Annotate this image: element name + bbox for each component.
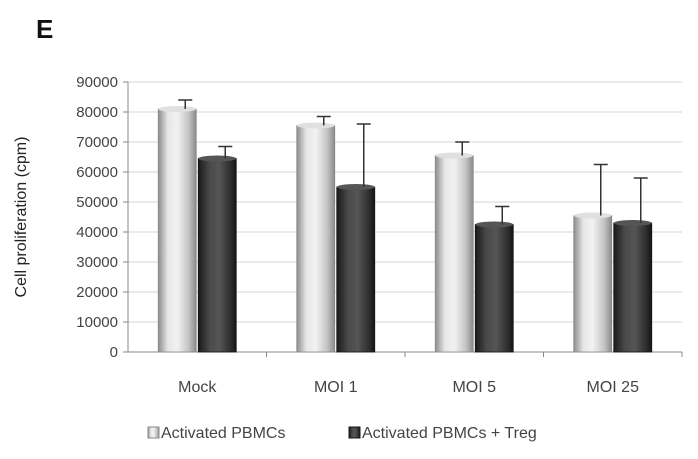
bar xyxy=(157,108,197,353)
x-category-label: MOI 5 xyxy=(452,379,496,396)
panel-label: E xyxy=(36,14,54,44)
bar xyxy=(434,155,474,353)
x-category-label: MOI 25 xyxy=(587,379,640,396)
y-tick-label: 80000 xyxy=(76,104,118,121)
y-tick-label: 70000 xyxy=(76,134,118,151)
y-tick-label: 0 xyxy=(110,344,118,361)
tick-labels: 0 10000 20000 30000 40000 50000 60000 70000 8000… xyxy=(76,74,639,396)
legend-swatch xyxy=(147,426,160,439)
x-category-label: MOI 1 xyxy=(314,379,358,396)
y-tick-label: 40000 xyxy=(76,224,118,241)
y-tick-label: 90000 xyxy=(76,74,118,91)
bar-cap xyxy=(613,220,652,226)
bar xyxy=(296,125,336,353)
bar-cap xyxy=(198,155,237,162)
y-axis-label: Cell proliferation (cpm) xyxy=(13,137,30,298)
bar xyxy=(197,158,237,353)
legend-swatch xyxy=(348,426,361,439)
bar xyxy=(613,222,653,353)
legend: Activated PBMCs Activated PBMCs + Treg xyxy=(147,425,537,442)
bar-cap xyxy=(573,212,612,219)
y-tick-label: 20000 xyxy=(76,284,118,301)
y-tick-label: 10000 xyxy=(76,314,118,331)
legend-label: Activated PBMCs + Treg xyxy=(362,425,537,442)
bar xyxy=(573,215,613,353)
error-bars xyxy=(178,99,648,225)
y-tick-label: 50000 xyxy=(76,194,118,211)
bar xyxy=(474,224,514,353)
y-tick-label: 30000 xyxy=(76,254,118,271)
bar-cap xyxy=(296,122,335,129)
bar-cap xyxy=(336,184,375,190)
bar-cap xyxy=(158,106,197,112)
bar xyxy=(336,186,376,353)
bar-cap xyxy=(435,152,474,159)
bar-cap xyxy=(475,221,514,228)
x-category-label: Mock xyxy=(178,379,217,396)
y-tick-label: 60000 xyxy=(76,164,118,181)
legend-label: Activated PBMCs xyxy=(161,425,285,442)
bars xyxy=(157,106,653,353)
